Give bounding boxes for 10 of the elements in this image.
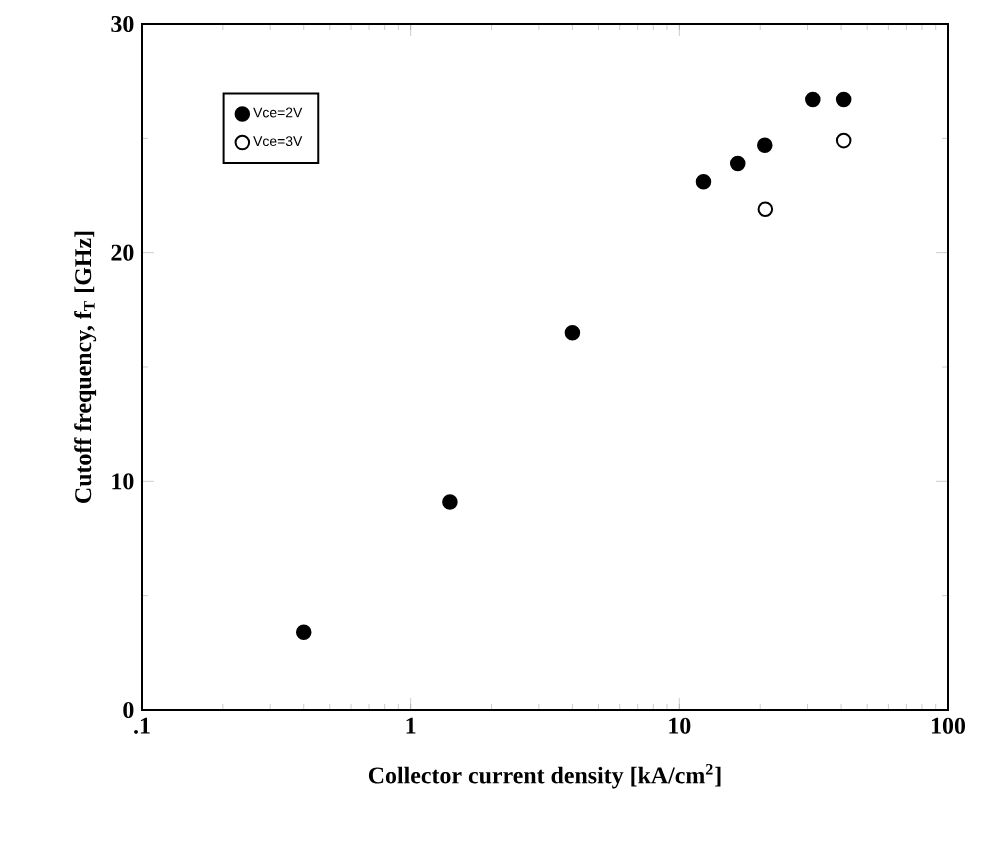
y-tick-label: 30 xyxy=(111,15,134,33)
x-tick-label: 10 xyxy=(669,717,691,734)
y-tick-label: 0 xyxy=(123,701,134,719)
x-tick-label: .1 xyxy=(134,717,150,734)
y-tick-label: 20 xyxy=(111,244,134,261)
y-axis-title: Cutoff frequency, f$_{T}$ [GHz] xyxy=(74,231,97,503)
y-tick-label: 10 xyxy=(112,473,134,490)
x-tick-label: 1 xyxy=(406,717,416,734)
x-tick-label: 100 xyxy=(931,717,966,734)
x-axis-title: Collector current density [kA/cm$^{2}$] xyxy=(368,763,721,789)
